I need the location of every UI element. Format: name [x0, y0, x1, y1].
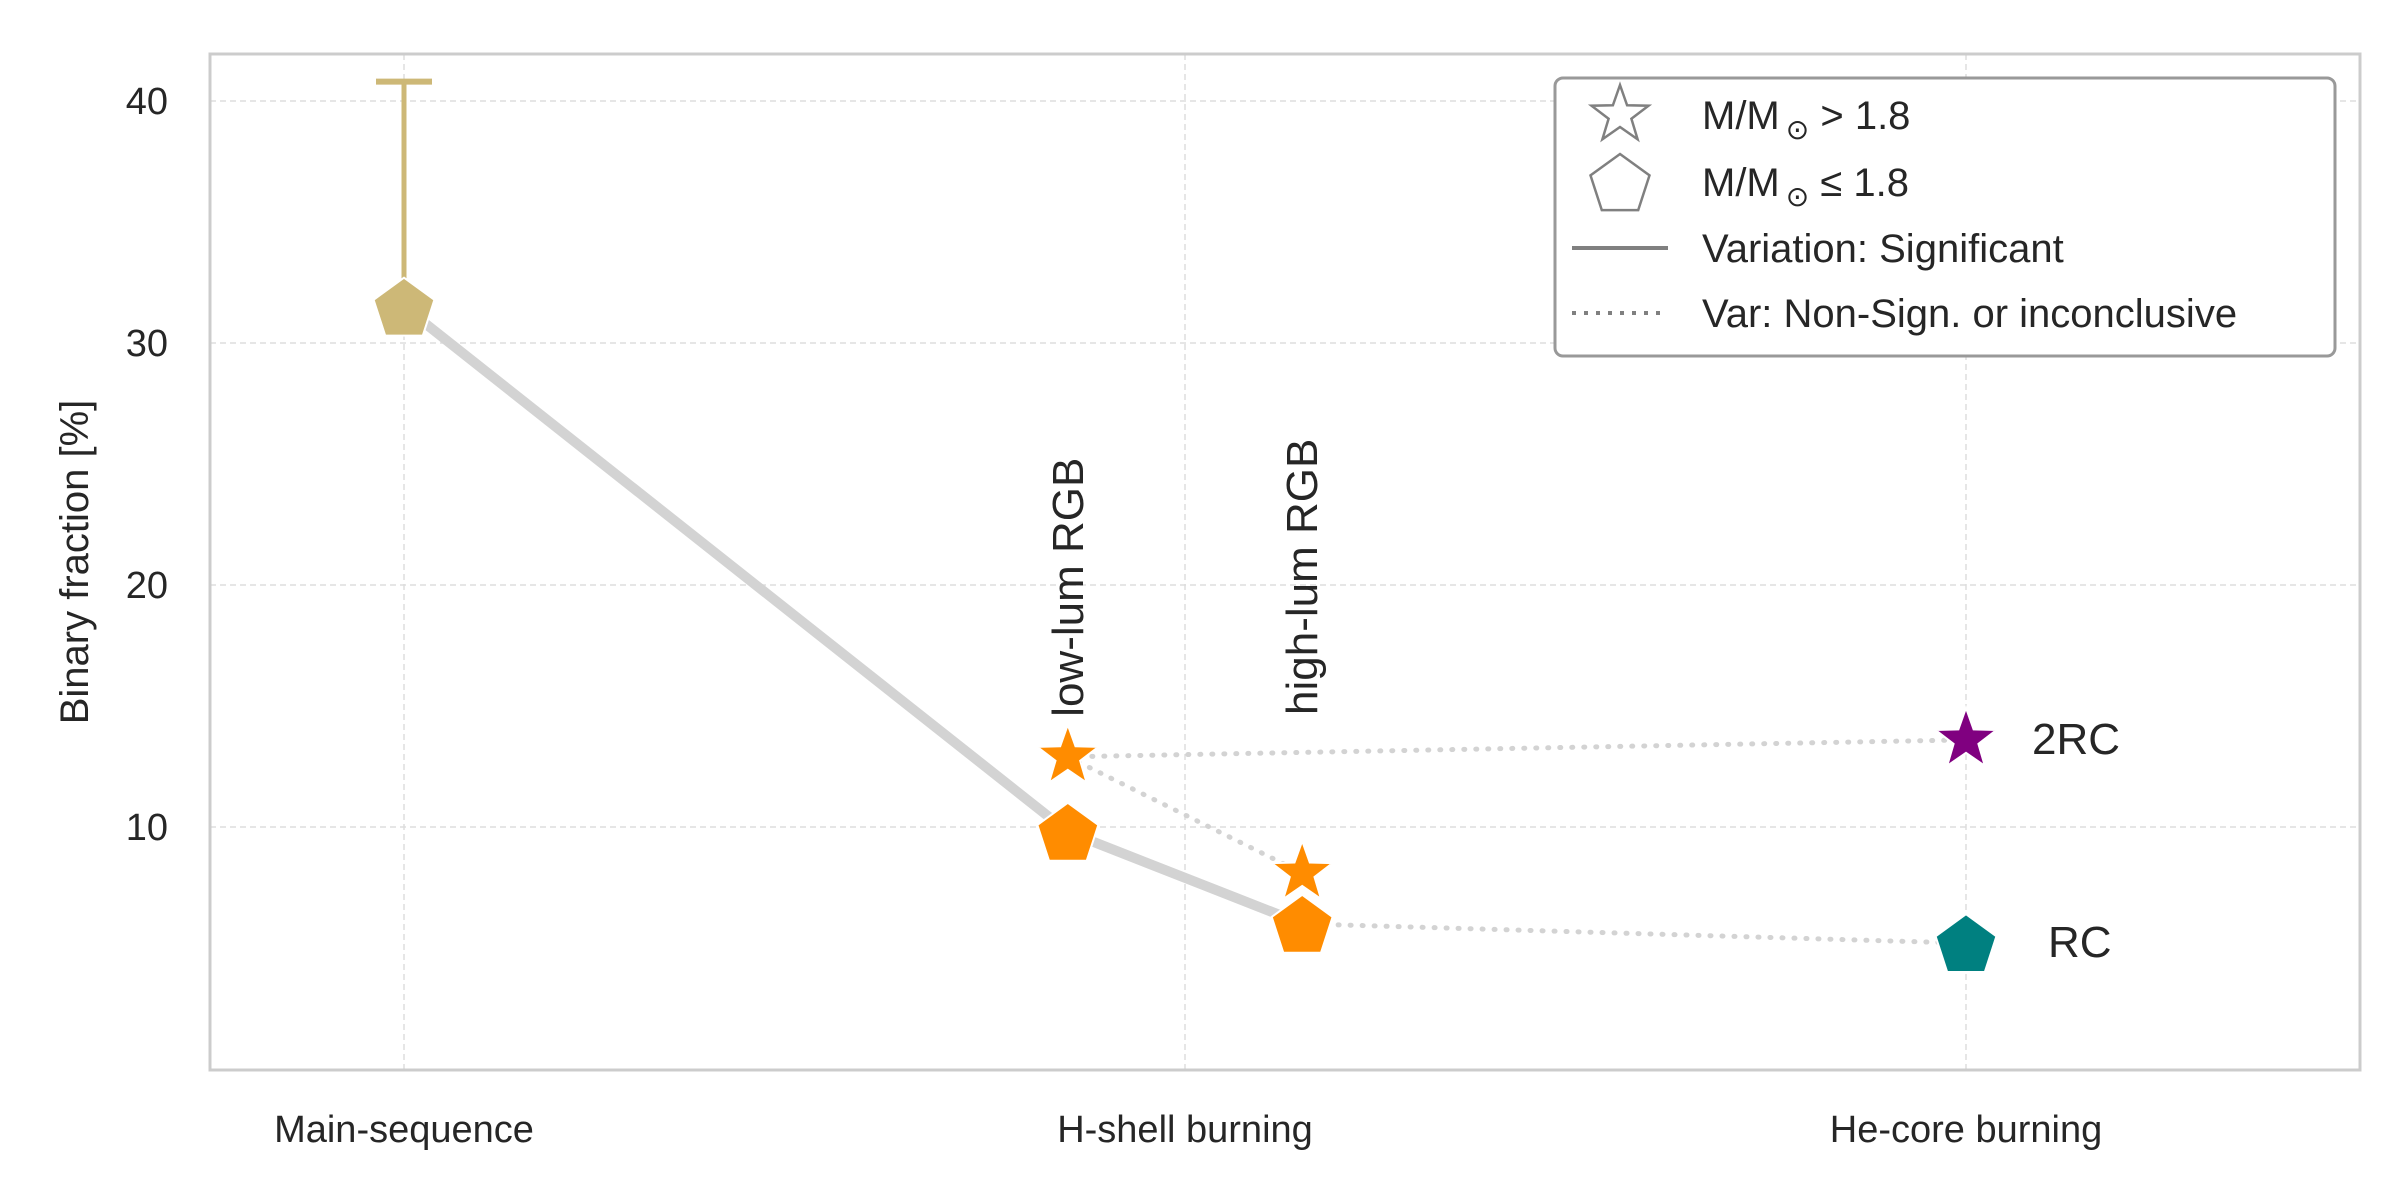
point-lowlum-star	[1034, 721, 1102, 786]
legend-star-icon	[1587, 81, 1653, 143]
error-bars	[376, 78, 432, 307]
legend-label: Var: Non-Sign. or inconclusive	[1702, 292, 2237, 336]
y-tick-labels: 10 20 30 40	[126, 81, 168, 849]
legend: M/M ⊙ > 1.8 M/M ⊙ ≤ 1.8 Variation: Significa…	[1553, 76, 2337, 358]
point-label-low-lum-rgb: low-lum RGB	[1044, 458, 1093, 717]
point-ms	[372, 276, 436, 337]
point-label-high-lum-rgb: high-lum RGB	[1278, 439, 1327, 715]
legend-pentagon-icon	[1589, 152, 1651, 212]
x-tick-labels: Main-sequence H-shell burning He-core burn…	[274, 1109, 2102, 1151]
connector-line-dotted	[1065, 737, 1969, 760]
connector-line-solid	[399, 301, 1073, 837]
point-label-2rc: 2RC	[2032, 715, 2120, 764]
point-rc2	[1932, 704, 2000, 769]
point-highlum-star	[1268, 838, 1336, 902]
y-axis-label: Binary fraction [%]	[53, 400, 97, 725]
point-rc	[1934, 912, 1998, 973]
data-points	[372, 276, 2000, 973]
y-tick-label: 40	[126, 81, 168, 123]
point-label-rc: RC	[2048, 918, 2112, 967]
plot-frame	[208, 52, 2362, 1072]
connector-line-dotted	[1065, 754, 1305, 876]
legend-label: M/M ⊙ ≤ 1.8	[1702, 161, 1909, 212]
point-labels: low-lum RGB high-lum RGB 2RC RC	[1044, 439, 2120, 967]
y-tick-label: 20	[126, 565, 168, 607]
x-tick-label: He-core burning	[1830, 1109, 2102, 1151]
y-tick-label: 10	[126, 807, 168, 849]
legend-label: Variation: Significant	[1702, 227, 2064, 271]
point-highlum-pent	[1270, 893, 1334, 954]
x-tick-label: Main-sequence	[274, 1109, 534, 1151]
connector-line-dotted	[1299, 921, 1969, 946]
connector-line-solid	[1062, 826, 1308, 929]
point-lowlum-pent	[1036, 801, 1100, 862]
legend-box	[1553, 76, 2337, 358]
x-tick-label: H-shell burning	[1057, 1109, 1313, 1151]
y-tick-label: 30	[126, 323, 168, 365]
connector-lines	[399, 301, 1969, 946]
legend-label: M/M ⊙ > 1.8	[1702, 94, 1910, 145]
